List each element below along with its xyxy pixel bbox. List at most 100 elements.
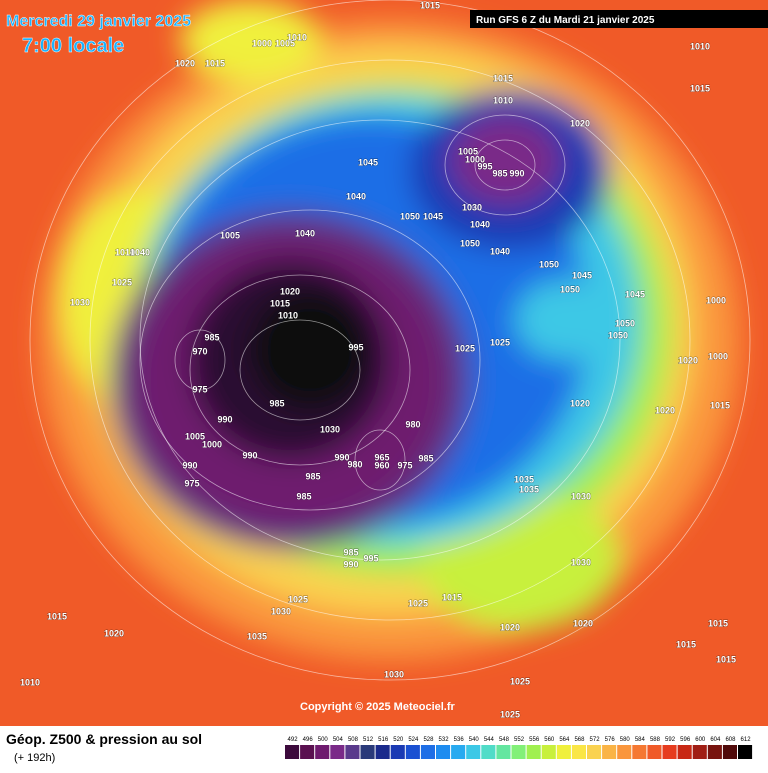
pressure-label: 1030 xyxy=(271,606,291,616)
legend-swatch xyxy=(707,745,722,759)
copyright: Copyright © 2025 Meteociel.fr xyxy=(300,701,456,713)
pressure-label: 975 xyxy=(397,460,412,470)
pressure-label: 1010 xyxy=(115,247,135,257)
legend-label: 564 xyxy=(559,737,570,743)
legend-label: 544 xyxy=(484,737,495,743)
legend-swatch xyxy=(330,745,345,759)
legend-label: 576 xyxy=(605,737,616,743)
pressure-label: 1030 xyxy=(320,424,340,434)
legend-label: 596 xyxy=(680,737,691,743)
legend-swatch xyxy=(677,745,692,759)
pressure-label: 1005 xyxy=(220,230,240,240)
pressure-label: 1010 xyxy=(278,310,298,320)
run-box xyxy=(470,10,768,28)
legend-label: 496 xyxy=(303,737,314,743)
legend-swatch xyxy=(692,745,707,759)
pressure-label: 1045 xyxy=(358,157,378,167)
pressure-label: 1015 xyxy=(47,611,67,621)
pressure-label: 1035 xyxy=(519,484,539,494)
pressure-label: 1015 xyxy=(690,83,710,93)
legend-swatch xyxy=(360,745,375,759)
pressure-label: 985 xyxy=(343,547,358,557)
pressure-label: 995 xyxy=(477,161,492,171)
legend-label: 540 xyxy=(469,737,480,743)
pressure-label: 1015 xyxy=(716,654,736,664)
pressure-label: 1050 xyxy=(608,330,628,340)
pressure-label: 1010 xyxy=(20,677,40,687)
pressure-label: 1015 xyxy=(493,73,513,83)
legend-swatch xyxy=(738,745,753,759)
pressure-label: 1020 xyxy=(570,118,590,128)
pressure-label: 1005 xyxy=(185,431,205,441)
legend-swatch xyxy=(602,745,617,759)
pressure-label: 1035 xyxy=(247,631,267,641)
legend-swatch xyxy=(571,745,586,759)
forecast-date: Mercredi 29 janvier 2025 xyxy=(6,13,191,30)
pressure-label: 1025 xyxy=(455,343,475,353)
legend: 492 496 500 504 508 512 516 520 524 528 532 536 540 5… xyxy=(285,737,753,759)
pressure-label: 1050 xyxy=(539,259,559,269)
legend-label: 492 xyxy=(288,737,299,743)
pressure-label: 1010 xyxy=(287,32,307,42)
legend-swatch xyxy=(436,745,451,759)
legend-swatch xyxy=(466,745,481,759)
pressure-label: 1020 xyxy=(570,398,590,408)
legend-label: 592 xyxy=(665,737,676,743)
legend-swatch xyxy=(300,745,315,759)
pressure-label: 1025 xyxy=(500,709,520,719)
pressure-label: 1005 xyxy=(275,38,295,48)
pressure-label: 1000 xyxy=(202,439,222,449)
pressure-label: 990 xyxy=(343,559,358,569)
pressure-label: 1040 xyxy=(295,228,315,238)
pressure-label: 995 xyxy=(363,553,378,563)
pressure-label: 1025 xyxy=(510,676,530,686)
pressure-label: 990 xyxy=(242,450,257,460)
pressure-label: 1020 xyxy=(678,355,698,365)
pressure-label: 1000 xyxy=(706,295,726,305)
pressure-label: 985 xyxy=(492,168,507,178)
pressure-label: 1020 xyxy=(280,286,300,296)
footer-title: Géop. Z500 & pression au sol xyxy=(6,731,202,747)
legend-swatch xyxy=(420,745,435,759)
pressure-label: 1020 xyxy=(104,628,124,638)
legend-swatch xyxy=(285,745,300,759)
pressure-label: 985 xyxy=(305,471,320,481)
pressure-label: 1010 xyxy=(493,95,513,105)
pressure-label: 985 xyxy=(204,332,219,342)
legend-label: 612 xyxy=(741,737,752,743)
pressure-label: 980 xyxy=(405,419,420,429)
legend-label: 528 xyxy=(423,737,434,743)
pressure-label: 1020 xyxy=(573,618,593,628)
legend-label: 500 xyxy=(318,737,329,743)
legend-swatch xyxy=(587,745,602,759)
pressure-label: 1015 xyxy=(205,58,225,68)
legend-label: 504 xyxy=(333,737,344,743)
legend-label: 516 xyxy=(378,737,389,743)
legend-swatch xyxy=(345,745,360,759)
pressure-label: 985 xyxy=(296,491,311,501)
pressure-label: 1030 xyxy=(384,669,404,679)
legend-swatch xyxy=(662,745,677,759)
footer-lead: (+ 192h) xyxy=(14,752,55,764)
pressure-label: 1010 xyxy=(690,41,710,51)
pressure-label: 1015 xyxy=(420,0,440,10)
forecast-time: 7:00 locale xyxy=(22,35,124,57)
pressure-label: 1045 xyxy=(423,211,443,221)
legend-label: 552 xyxy=(514,737,525,743)
legend-swatch xyxy=(390,745,405,759)
legend-swatch xyxy=(647,745,662,759)
pressure-label: 1050 xyxy=(400,211,420,221)
legend-label: 524 xyxy=(408,737,419,743)
legend-swatch xyxy=(511,745,526,759)
legend-swatch xyxy=(375,745,390,759)
pressure-label: 1015 xyxy=(442,592,462,602)
pressure-label: 1015 xyxy=(676,639,696,649)
legend-label: 508 xyxy=(348,737,359,743)
pressure-label: 960 xyxy=(374,460,389,470)
legend-label: 560 xyxy=(544,737,555,743)
pressure-label: 1020 xyxy=(500,622,520,632)
pressure-label: 1000 xyxy=(252,38,272,48)
legend-label: 520 xyxy=(393,737,404,743)
pressure-label: 1040 xyxy=(346,191,366,201)
